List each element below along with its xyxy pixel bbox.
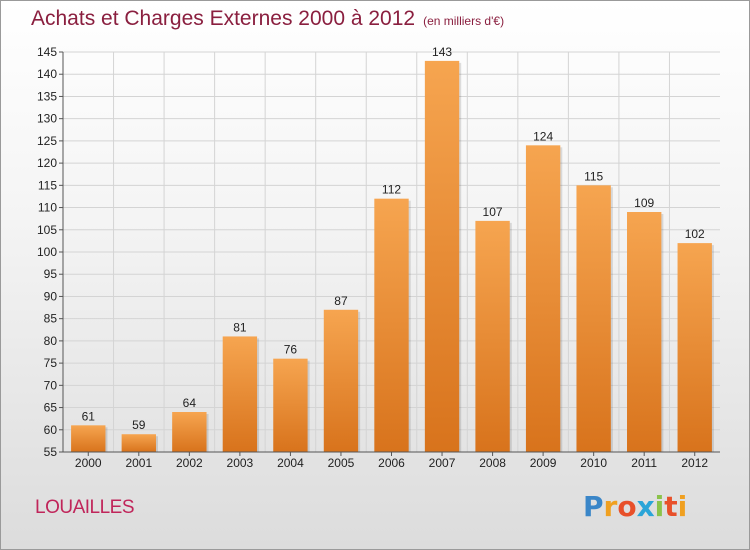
bar-value-label: 143 xyxy=(432,45,452,59)
bar-value-label: 109 xyxy=(634,196,654,210)
y-tick-label: 85 xyxy=(44,312,58,326)
y-tick-label: 145 xyxy=(37,45,57,59)
y-tick-label: 135 xyxy=(37,89,57,103)
logo-letter: i xyxy=(654,490,665,523)
y-tick-label: 120 xyxy=(37,156,57,170)
bar-2006 xyxy=(374,198,409,452)
logo-letter: x xyxy=(636,490,655,523)
bar-2000 xyxy=(71,425,106,452)
bar-2012 xyxy=(677,243,712,452)
bars: 61 59 64 81 76 87 112 143 107 124 115 109 102 xyxy=(71,45,714,453)
bar-value-label: 102 xyxy=(685,227,705,241)
bar-2010 xyxy=(576,185,611,453)
chart-unit: (en milliers d'€) xyxy=(423,14,505,28)
y-tick-label: 140 xyxy=(37,67,57,81)
x-tick-label: 2008 xyxy=(479,456,506,470)
bar-value-label: 107 xyxy=(483,205,503,219)
proxiti-logo: Proxiti xyxy=(583,490,687,523)
y-tick-label: 55 xyxy=(44,445,58,459)
bar-2008 xyxy=(475,220,510,452)
y-tick-label: 75 xyxy=(44,356,58,370)
bar-2003 xyxy=(222,336,258,452)
chart-title-line: Achats et Charges Externes 2000 à 2012 (e… xyxy=(31,7,504,31)
x-tick-label: 2010 xyxy=(580,456,607,470)
bar-2002 xyxy=(172,412,207,452)
y-tick-label: 80 xyxy=(44,334,58,348)
bar-2004 xyxy=(273,358,308,452)
logo-letter: r xyxy=(603,490,618,523)
y-tick-label: 95 xyxy=(44,267,58,281)
logo-letter: i xyxy=(677,490,688,523)
bar-value-label: 81 xyxy=(233,320,247,334)
y-tick-label: 115 xyxy=(38,178,57,192)
x-tick-label: 2009 xyxy=(530,456,557,470)
bar-value-label: 59 xyxy=(132,418,146,432)
bar-2007 xyxy=(424,60,460,453)
x-tick-label: 2001 xyxy=(125,456,152,470)
y-tick-label: 105 xyxy=(37,223,57,237)
bar-2009 xyxy=(525,145,561,453)
x-tick-label: 2004 xyxy=(277,456,304,470)
bar-value-label: 64 xyxy=(183,396,197,410)
x-tick-label: 2011 xyxy=(631,456,657,470)
bar-value-label: 112 xyxy=(382,183,401,197)
bar-2011 xyxy=(627,212,662,452)
y-tick-label: 60 xyxy=(44,423,58,437)
y-tick-label: 70 xyxy=(44,378,58,392)
logo-letter: t xyxy=(664,490,678,523)
x-tick-label: 2006 xyxy=(378,456,405,470)
bar-value-label: 87 xyxy=(334,294,348,308)
x-tick-label: 2000 xyxy=(75,456,102,470)
y-tick-label: 65 xyxy=(44,401,58,415)
y-tick-label: 125 xyxy=(37,134,57,148)
y-tick-label: 90 xyxy=(44,289,58,303)
bar-2001 xyxy=(121,434,156,452)
bar-2005 xyxy=(323,309,359,452)
bar-value-label: 115 xyxy=(584,169,603,183)
y-tick-label: 130 xyxy=(37,112,57,126)
bar-value-label: 61 xyxy=(82,409,96,423)
bar-value-label: 76 xyxy=(284,343,298,357)
chart-title: Achats et Charges Externes 2000 à 2012 xyxy=(31,7,416,30)
place-name: LOUAILLES xyxy=(35,497,135,518)
x-tick-label: 2012 xyxy=(681,456,708,470)
x-tick-label: 2003 xyxy=(227,456,254,470)
bar-value-label: 124 xyxy=(533,129,553,143)
logo-letter: o xyxy=(617,490,637,523)
axes: 55 60 65 70 75 80 85 90 95 100 105 110 115 120 125 130 1… xyxy=(37,45,720,470)
x-tick-label: 2002 xyxy=(176,456,203,470)
logo-letter: P xyxy=(583,490,604,523)
y-tick-label: 100 xyxy=(37,245,57,259)
y-tick-label: 110 xyxy=(38,201,57,215)
x-tick-label: 2005 xyxy=(328,456,355,470)
x-tick-label: 2007 xyxy=(429,456,456,470)
